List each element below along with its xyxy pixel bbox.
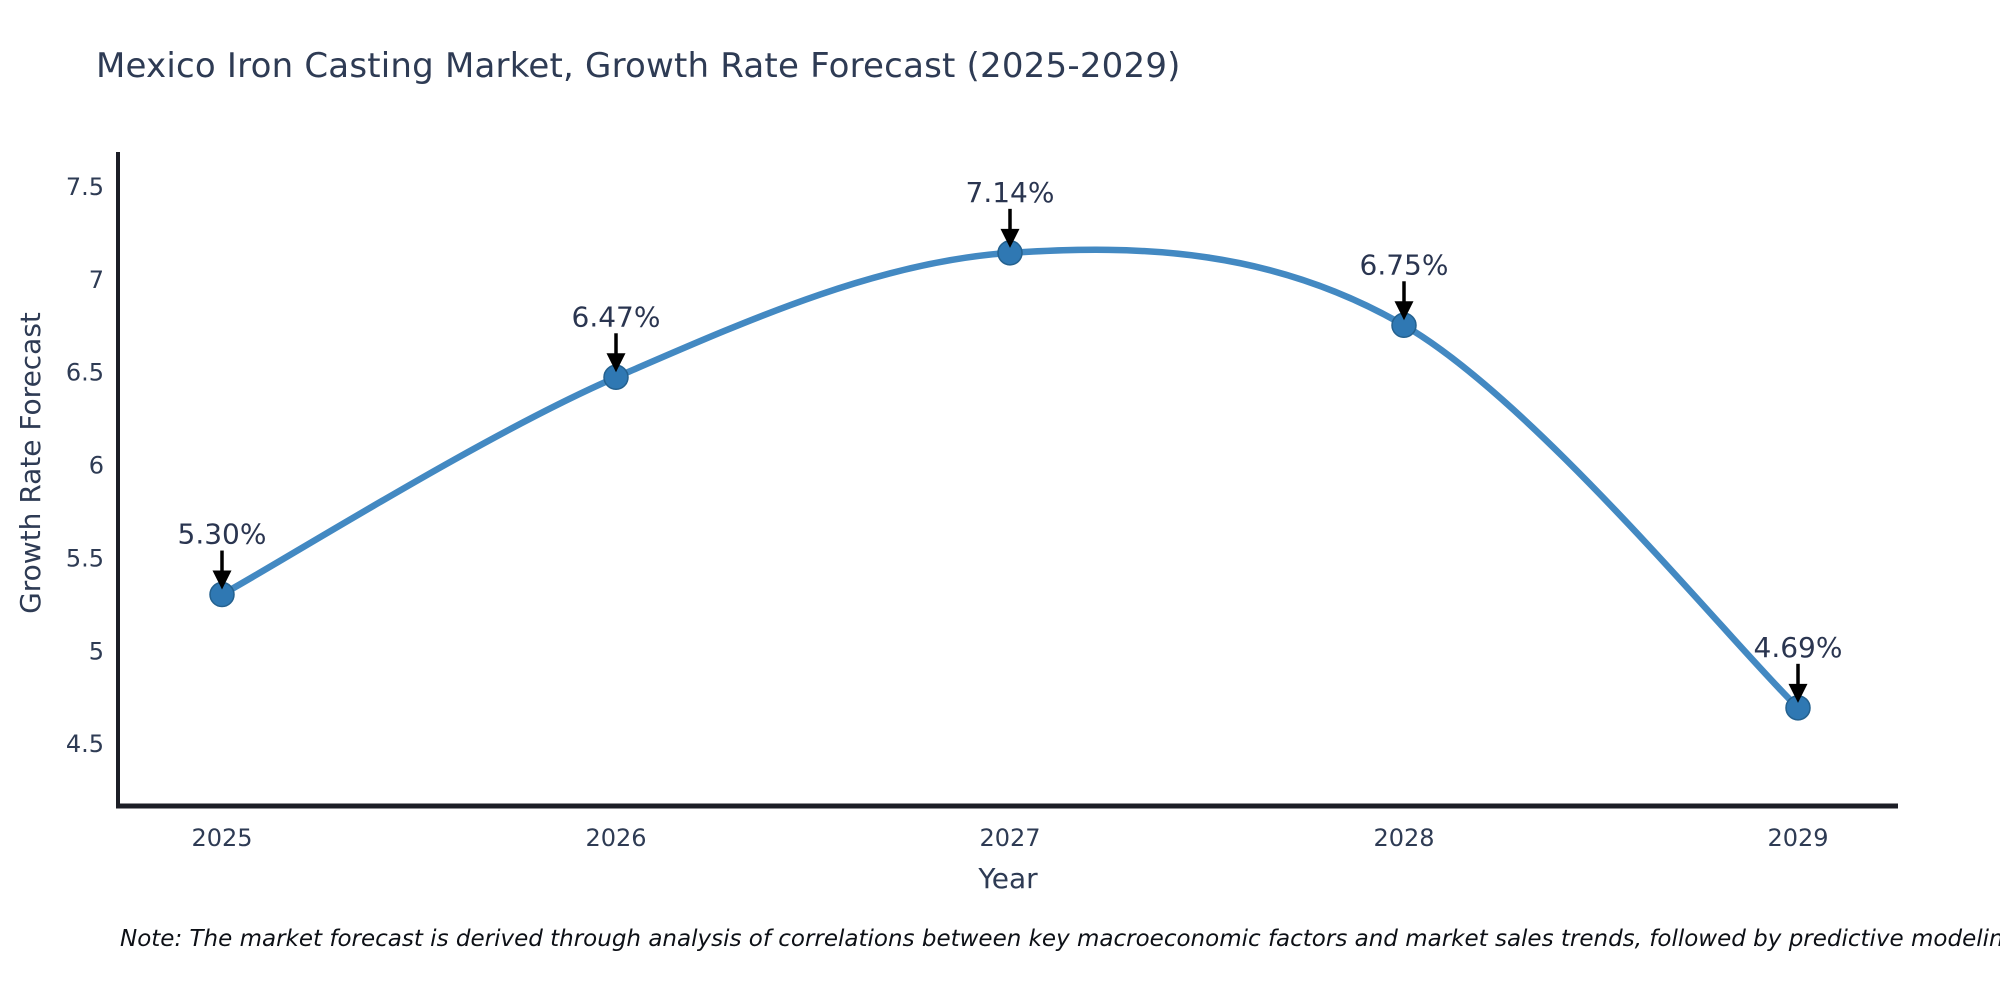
- point-label: 5.30%: [178, 518, 267, 551]
- y-axis-title: Growth Rate Forecast: [14, 312, 47, 614]
- chart-title: Mexico Iron Casting Market, Growth Rate …: [96, 46, 1181, 86]
- point-label: 6.75%: [1360, 248, 1449, 281]
- point-label: 6.47%: [572, 300, 661, 333]
- x-tick-label: 2028: [1373, 824, 1434, 852]
- x-tick-label: 2025: [191, 824, 252, 852]
- annotation-arrow-head: [606, 353, 626, 373]
- point-label: 7.14%: [966, 176, 1055, 209]
- y-tick-label: 7.5: [66, 173, 104, 201]
- point-label: 4.69%: [1754, 631, 1843, 664]
- y-tick-label: 7: [89, 266, 104, 294]
- footnote: Note: The market forecast is derived thr…: [120, 926, 2000, 952]
- x-axis-title: Year: [978, 862, 1038, 895]
- x-tick-label: 2027: [979, 824, 1040, 852]
- y-tick-label: 6.5: [66, 359, 104, 387]
- series-line: [218, 246, 1802, 712]
- annotation-arrow-head: [1000, 228, 1020, 248]
- annotation-arrow-head: [1394, 301, 1414, 321]
- annotation-arrow-head: [1788, 683, 1808, 703]
- y-tick-label: 5.5: [66, 544, 104, 572]
- y-tick-label: 5: [89, 637, 104, 665]
- x-tick-label: 2026: [585, 824, 646, 852]
- annotation-arrow-head: [212, 570, 232, 590]
- x-tick-label: 2029: [1767, 824, 1828, 852]
- y-tick-label: 6: [89, 452, 104, 480]
- y-tick-label: 4.5: [66, 730, 104, 758]
